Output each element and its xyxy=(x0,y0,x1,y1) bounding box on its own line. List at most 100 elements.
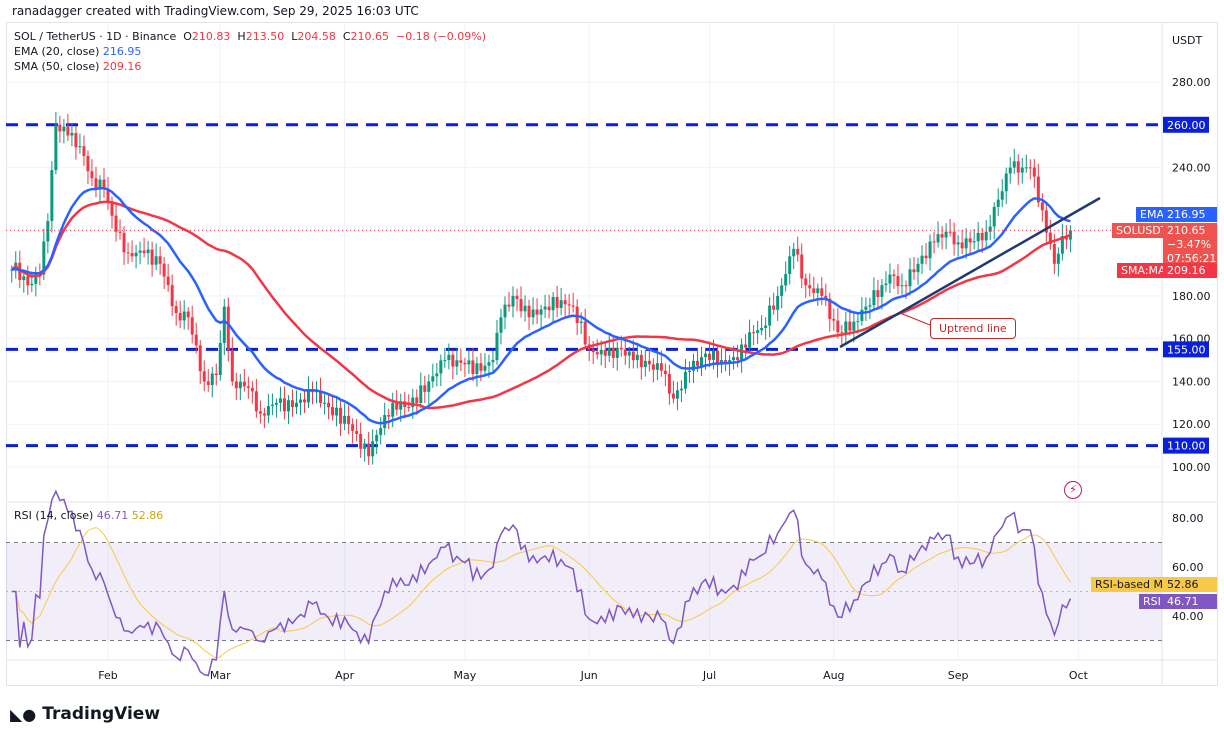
candle-body xyxy=(776,295,780,310)
candle-body xyxy=(379,428,383,435)
candle-body xyxy=(58,124,62,132)
last-price: 210.65 xyxy=(1167,224,1206,237)
candle-body xyxy=(960,242,964,249)
candle-body xyxy=(286,400,290,412)
candle-body xyxy=(258,411,262,414)
candle-body xyxy=(511,295,515,307)
candle-body xyxy=(591,349,595,353)
candle-body xyxy=(647,360,651,365)
rsi-line xyxy=(11,489,1072,677)
candle-body xyxy=(419,385,423,403)
candle-body xyxy=(764,325,768,328)
month-label: Feb xyxy=(98,669,117,682)
candle-body xyxy=(804,278,808,286)
candle-body xyxy=(158,256,162,264)
month-label: Apr xyxy=(335,669,355,682)
candle-body xyxy=(443,360,447,362)
candle-body xyxy=(1012,161,1016,168)
candle-body xyxy=(42,241,46,275)
bar-countdown: 07:56:21 xyxy=(1167,252,1217,265)
candle-body xyxy=(210,373,214,385)
candle-body xyxy=(599,349,603,355)
candle-body xyxy=(34,273,38,284)
candle-body xyxy=(543,306,547,310)
candle-body xyxy=(756,330,760,333)
candle-body xyxy=(976,232,980,242)
level-tag-label: 260.00 xyxy=(1167,119,1206,132)
candle-body xyxy=(752,332,756,334)
candle-body xyxy=(234,381,238,389)
candle-body xyxy=(992,206,996,227)
candle-body xyxy=(1032,167,1036,177)
candle-body xyxy=(724,360,728,363)
candle-body xyxy=(559,300,563,308)
candle-body xyxy=(924,255,928,259)
candle-body xyxy=(146,249,150,254)
candle-body xyxy=(631,351,635,361)
tradingview-logo[interactable]: ◣● TradingView xyxy=(10,704,160,724)
candle-body xyxy=(499,317,503,333)
candle-body xyxy=(760,327,764,331)
candle-body xyxy=(1008,167,1012,174)
month-label: Jul xyxy=(702,669,716,682)
currency-label[interactable]: USDT xyxy=(1172,34,1203,47)
low-label: L xyxy=(291,30,298,43)
candle-body xyxy=(768,305,772,326)
rsi-legend[interactable]: RSI (14, close) 46.71 52.86 xyxy=(14,509,163,522)
candle-body xyxy=(619,347,623,350)
candle-body xyxy=(623,349,627,356)
candle-body xyxy=(178,313,182,321)
candle-body xyxy=(186,311,190,318)
candle-body xyxy=(744,344,748,348)
candle-body xyxy=(150,249,154,265)
candle-body xyxy=(459,360,463,363)
annotation-pointer xyxy=(899,312,931,326)
candle-body xyxy=(90,171,94,179)
candle-body xyxy=(844,321,848,333)
candle-body xyxy=(22,276,26,281)
ema-legend[interactable]: EMA (20, close) 216.95 xyxy=(14,45,141,58)
candle-body xyxy=(880,285,884,297)
candle-body xyxy=(226,306,230,351)
candle-body xyxy=(202,371,206,382)
candle-body xyxy=(860,309,864,321)
candle-body xyxy=(864,306,868,310)
candle-body xyxy=(1040,202,1044,211)
candle-body xyxy=(343,415,347,424)
candle-body xyxy=(246,386,250,388)
symbol-title[interactable]: SOL / TetherUS · 1D · Binance xyxy=(14,30,177,43)
sma-value: 209.16 xyxy=(102,60,142,73)
candle-body xyxy=(579,321,583,323)
candle-body xyxy=(703,353,707,358)
candle-body xyxy=(274,402,278,405)
candle-body xyxy=(463,362,467,365)
candle-body xyxy=(583,321,587,345)
month-label: Aug xyxy=(823,669,844,682)
candle-body xyxy=(1000,191,1004,200)
level-tag-bg xyxy=(1163,341,1209,358)
candle-body xyxy=(411,397,415,408)
uptrend-line-annotation[interactable]: Uptrend line xyxy=(930,318,1016,339)
candle-body xyxy=(780,285,784,296)
rsi-tick: 40.00 xyxy=(1172,610,1204,623)
candle-body xyxy=(242,381,246,387)
candle-body xyxy=(655,363,659,370)
sma-legend[interactable]: SMA (50, close) 209.16 xyxy=(14,60,141,73)
candle-body xyxy=(575,306,579,323)
candle-body xyxy=(736,357,740,361)
candle-body xyxy=(367,443,371,457)
candle-body xyxy=(78,146,82,148)
candle-body xyxy=(832,319,836,321)
last-price-tag: 210.65 −3.47% 07:56:21 xyxy=(1163,223,1217,267)
rsi-value: 46.71 xyxy=(96,509,129,522)
high-value: 213.50 xyxy=(245,30,285,43)
ema-label: EMA (20, close) xyxy=(14,45,100,58)
candle-body xyxy=(892,274,896,277)
candle-body xyxy=(319,390,323,403)
candle-body xyxy=(282,398,286,412)
ema-20-line xyxy=(11,186,1071,425)
lightning-icon[interactable]: ⚡ xyxy=(1064,481,1082,499)
candle-body xyxy=(964,238,968,249)
candle-body xyxy=(555,297,559,308)
